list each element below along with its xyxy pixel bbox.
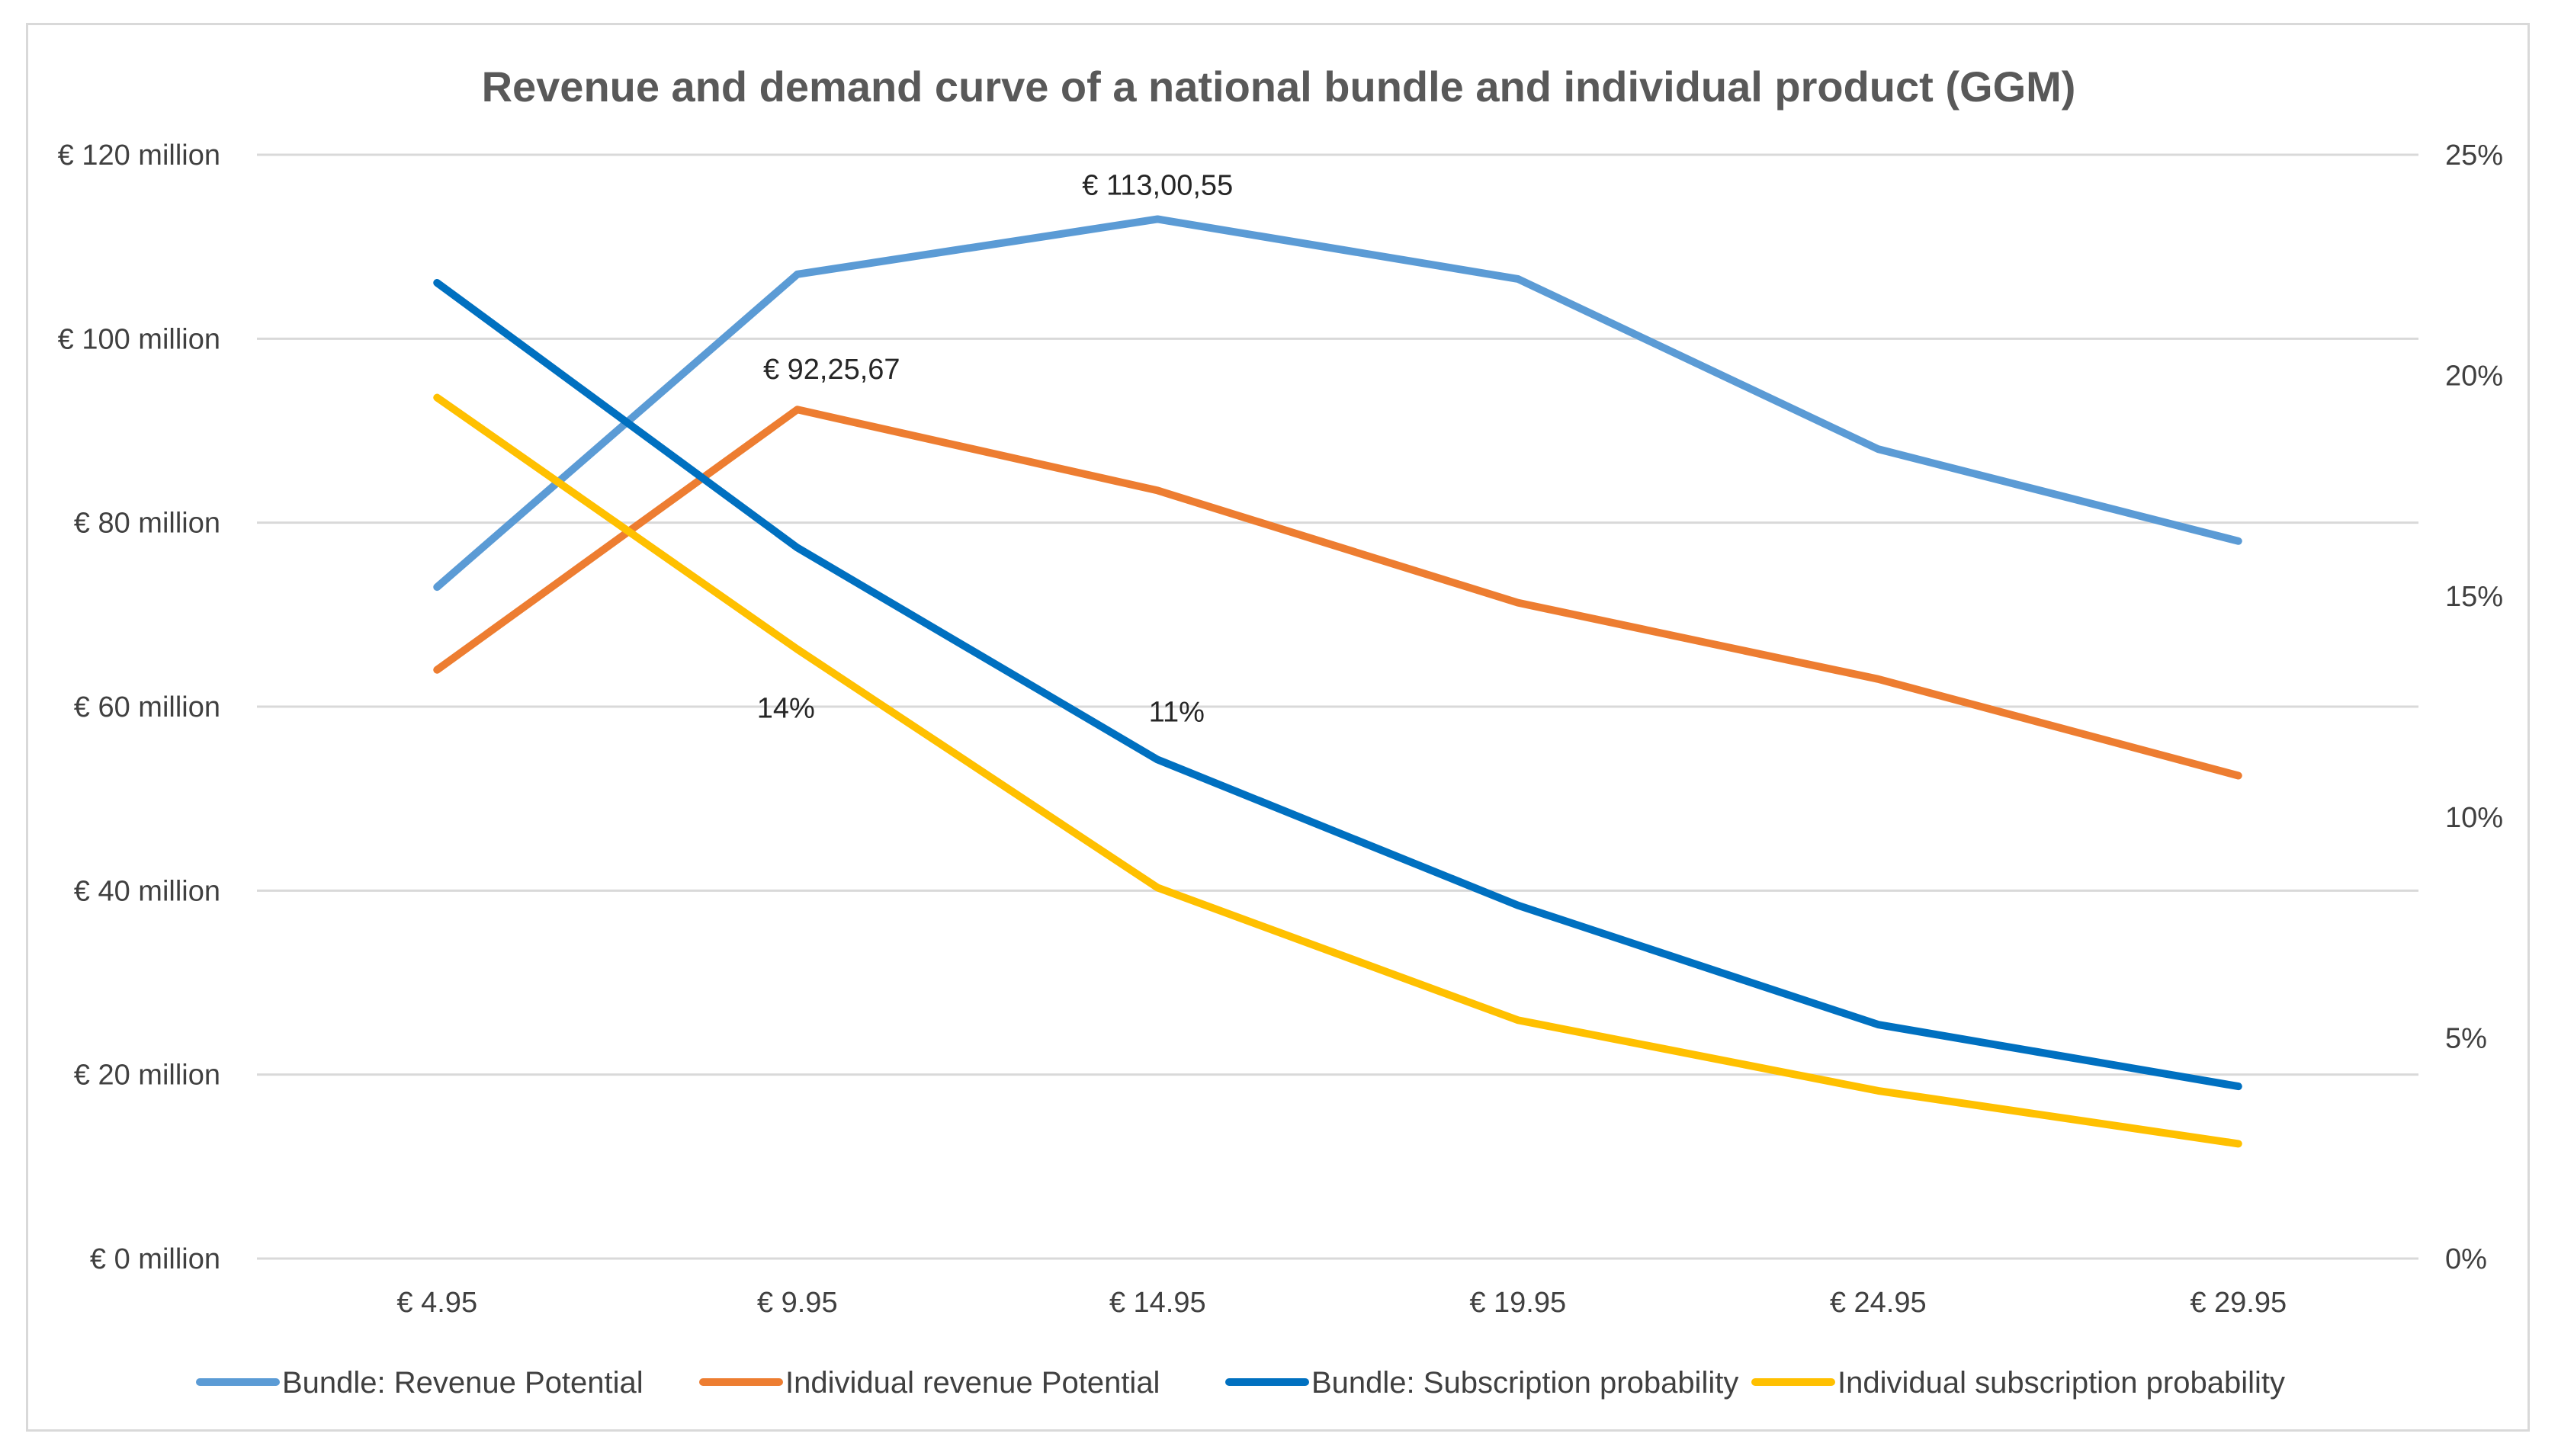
legend-label: Bundle: Revenue Potential (282, 1366, 644, 1400)
x-tick-label: € 24.95 (1830, 1287, 1927, 1319)
right-tick-label: 0% (2445, 1243, 2487, 1275)
right-tick-label: 5% (2445, 1022, 2487, 1054)
series-line-3 (433, 278, 2242, 1091)
x-tick-label: € 14.95 (1109, 1287, 1206, 1319)
line-chart: Revenue and demand curve of a national b… (58, 63, 2503, 1400)
data-labels: € 113,00,55 € 92,25,67 14% 11% (757, 169, 1234, 728)
x-tick-label: € 4.95 (396, 1287, 477, 1319)
chart-frame: Revenue and demand curve of a national b… (26, 23, 2530, 1432)
right-axis: 0% 5% 10% 15% 20% 25% (2445, 140, 2503, 1275)
left-tick-label: € 100 million (58, 323, 220, 355)
legend-label: Individual subscription probability (1837, 1366, 2285, 1400)
x-tick-label: € 9.95 (757, 1287, 838, 1319)
legend-label: Bundle: Subscription probability (1311, 1366, 1738, 1400)
x-axis: € 4.95 € 9.95 € 14.95 € 19.95 € 24.95 € 29.95 (396, 1287, 2287, 1319)
series-line-2 (433, 406, 2242, 780)
left-tick-label: € 80 million (74, 508, 220, 540)
legend: Bundle: Revenue Potential Individual reve… (196, 1366, 2285, 1400)
left-tick-label: € 20 million (74, 1060, 220, 1092)
data-label: € 113,00,55 (1082, 169, 1233, 201)
left-axis: € 0 million € 20 million € 40 million € 60 … (58, 140, 220, 1275)
series-line-4 (433, 393, 2242, 1148)
left-tick-label: € 40 million (74, 875, 220, 907)
series (433, 215, 2242, 1148)
series-line-1 (433, 215, 2242, 592)
legend-label: Individual revenue Potential (785, 1366, 1160, 1400)
right-tick-label: 25% (2445, 140, 2503, 172)
left-tick-label: € 60 million (74, 691, 220, 723)
right-tick-label: 10% (2445, 802, 2503, 834)
data-label: € 92,25,67 (763, 354, 900, 386)
x-tick-label: € 19.95 (1469, 1287, 1566, 1319)
data-label: 11% (1149, 697, 1205, 729)
left-tick-label: € 120 million (58, 140, 220, 172)
left-tick-label: € 0 million (90, 1243, 220, 1275)
right-tick-label: 20% (2445, 361, 2503, 393)
gridlines (257, 153, 2418, 1260)
chart-title: Revenue and demand curve of a national b… (482, 63, 2076, 111)
x-tick-label: € 29.95 (2190, 1287, 2287, 1319)
data-label: 14% (757, 693, 815, 725)
right-tick-label: 15% (2445, 581, 2503, 613)
